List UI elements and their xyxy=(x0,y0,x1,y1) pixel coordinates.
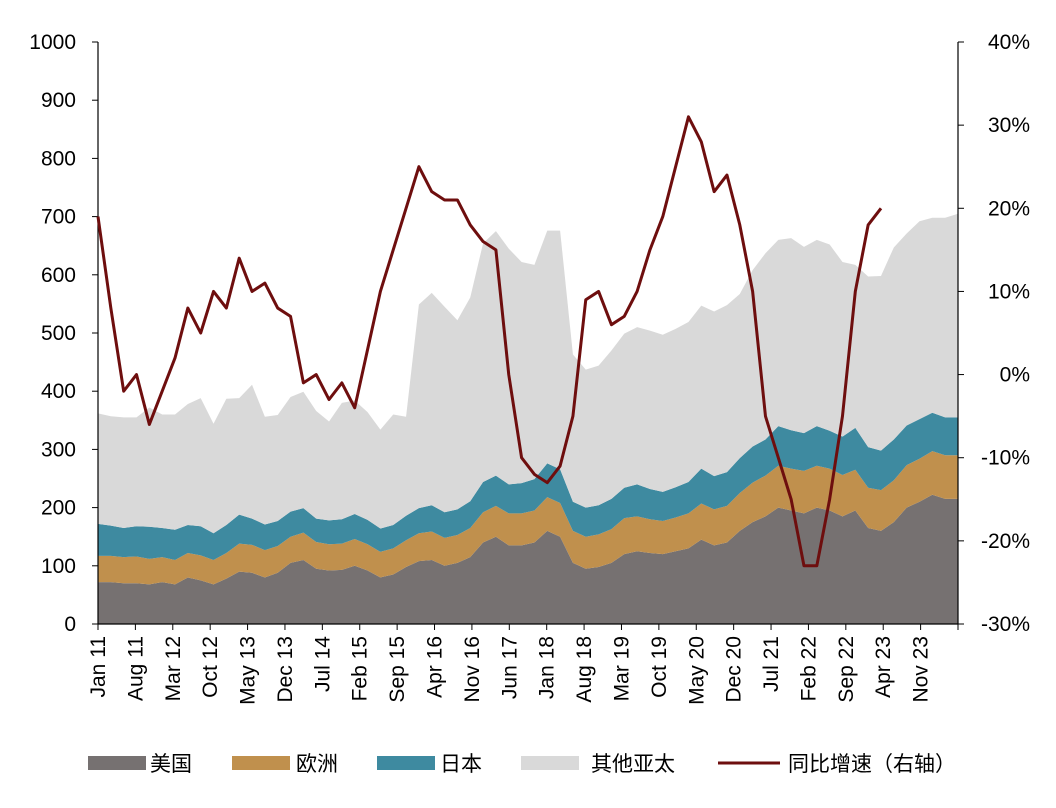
legend-europe-swatch xyxy=(232,756,290,770)
right-tick-label: 20% xyxy=(988,197,1030,220)
x-tick-label: Jan 11 xyxy=(87,636,110,698)
axes: 0 100 200 300 400 500 600 700 800 900 1000 -30% -20%… xyxy=(29,31,1030,705)
right-tick-label: -30% xyxy=(981,613,1030,636)
left-tick-label: 200 xyxy=(41,497,76,520)
left-tick-label: 800 xyxy=(41,147,76,170)
x-tick-label: Jun 17 xyxy=(498,636,521,699)
left-tick-label: 700 xyxy=(41,206,76,229)
right-tick-label: 10% xyxy=(988,280,1030,303)
x-tick-label: Dec 20 xyxy=(723,636,746,703)
x-tick-label: Apr 16 xyxy=(424,636,447,698)
x-tick-label: Oct 12 xyxy=(199,636,222,698)
legend-japan-swatch xyxy=(377,756,435,770)
legend-apac-label: 其他亚太 xyxy=(591,752,675,776)
legend-europe-label: 欧洲 xyxy=(296,752,338,776)
right-tick-label: 0% xyxy=(1000,364,1030,387)
x-tick-label: Nov 16 xyxy=(461,636,484,703)
left-tick-label: 400 xyxy=(41,380,76,403)
x-tick-label: May 13 xyxy=(237,636,260,705)
x-tick-label: Sep 15 xyxy=(386,636,409,703)
x-tick-label: Aug 18 xyxy=(573,636,596,703)
x-tick-label: Mar 19 xyxy=(610,636,633,701)
x-tick-label: Nov 23 xyxy=(910,636,933,703)
left-tick-label: 300 xyxy=(41,438,76,461)
x-tick-label: Sep 22 xyxy=(835,636,858,703)
right-tick-label: 30% xyxy=(988,114,1030,137)
x-tick-label: May 20 xyxy=(685,636,708,705)
growth-line-layer xyxy=(96,115,883,568)
legend-japan-label: 日本 xyxy=(440,752,482,776)
legend: 美国 欧洲 日本 其他亚太 同比增速（右轴） xyxy=(88,752,956,776)
legend-us-label: 美国 xyxy=(150,752,192,776)
right-tick-label: -10% xyxy=(981,447,1030,470)
right-tick-label: -20% xyxy=(981,530,1030,553)
x-tick-label: Mar 12 xyxy=(162,636,185,701)
stacked-areas xyxy=(98,213,958,624)
x-tick-label: Jul 21 xyxy=(760,636,783,692)
japan-area xyxy=(98,412,958,560)
legend-growth-label: 同比增速（右轴） xyxy=(788,752,956,776)
right-tick-label: 40% xyxy=(988,31,1030,54)
europe-area xyxy=(98,451,958,585)
x-tick-label: Aug 11 xyxy=(124,636,147,701)
left-tick-label: 0 xyxy=(64,613,76,636)
left-tick-label: 100 xyxy=(41,555,76,578)
legend-us-swatch xyxy=(88,756,146,770)
x-tick-label: Feb 15 xyxy=(349,636,372,701)
x-tick-label: Jan 18 xyxy=(536,636,559,699)
x-tick-label: Dec 13 xyxy=(274,636,297,703)
apac-area xyxy=(98,213,958,534)
us-area xyxy=(98,494,958,624)
x-tick-label: Oct 19 xyxy=(648,636,671,698)
growth-line xyxy=(96,115,883,568)
left-tick-label: 600 xyxy=(41,264,76,287)
left-tick-label: 1000 xyxy=(29,31,76,54)
x-tick-label: Apr 23 xyxy=(872,636,895,698)
x-tick-label: Jul 14 xyxy=(311,636,334,692)
left-tick-label: 500 xyxy=(41,322,76,345)
legend-apac-swatch xyxy=(521,756,579,770)
x-tick-label: Feb 22 xyxy=(797,636,820,701)
left-tick-label: 900 xyxy=(41,89,76,112)
